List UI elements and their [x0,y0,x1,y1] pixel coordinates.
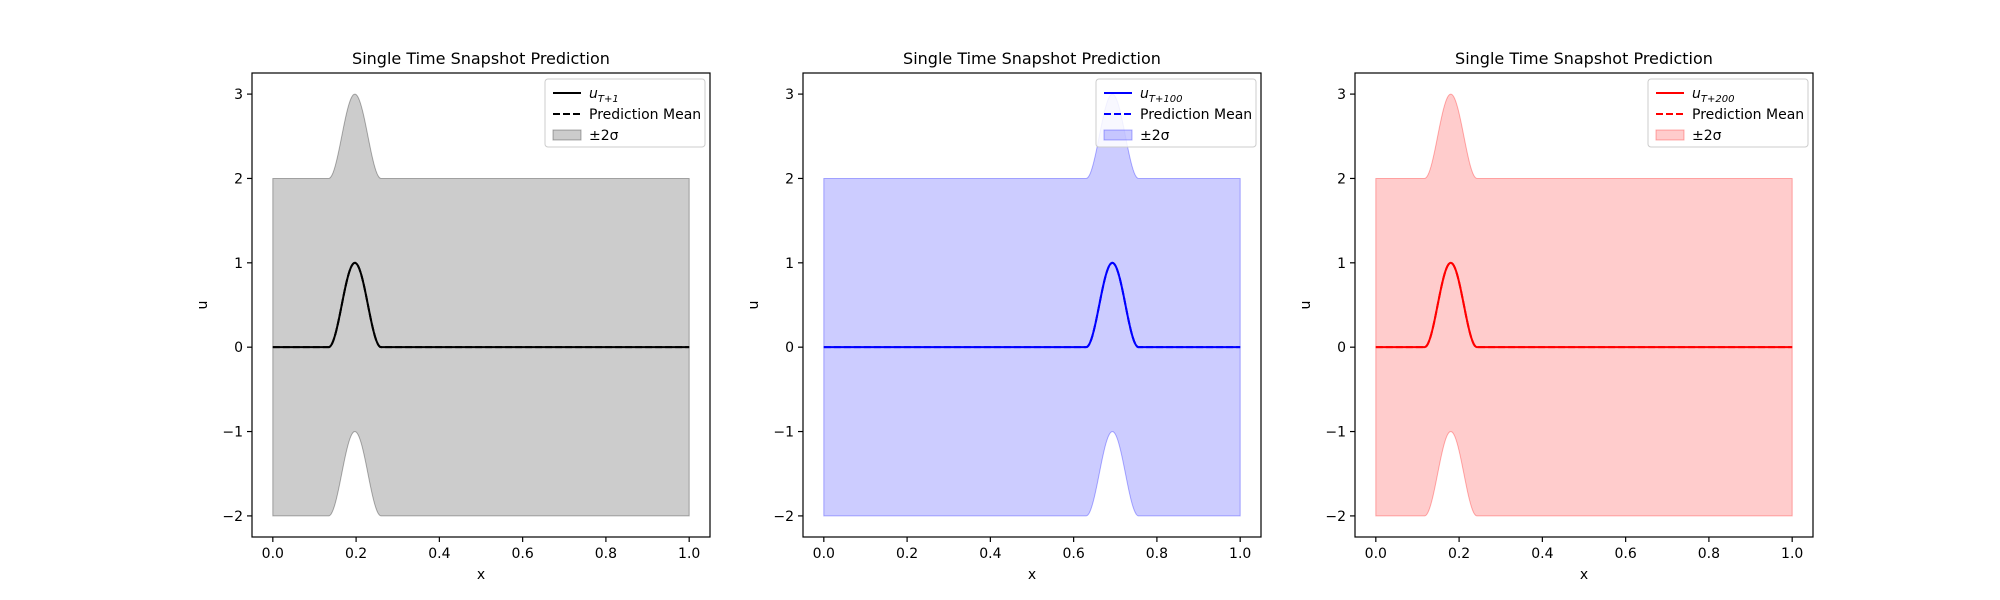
legend-mean-label: Prediction Mean [1140,107,1252,123]
x-tick-label: 0.0 [813,546,835,562]
x-tick-label: 0.2 [896,546,918,562]
x-tick-label: 0.8 [595,546,617,562]
y-tick-label: −1 [773,425,794,441]
y-axis-label: u [195,301,211,310]
uncertainty-band [1375,93,1793,517]
legend-frame [1095,78,1257,148]
y-axis-label: u [1298,301,1314,310]
x-tick-label: 0.8 [1698,546,1720,562]
y-tick-label: 0 [1337,340,1346,356]
legend-truth-subscript: T+100 [1149,94,1183,105]
legend-band-swatch [1103,129,1133,141]
y-tick-label: 2 [1337,171,1346,187]
chart-title: Single Time Snapshot Prediction [903,49,1161,68]
x-tick-label: 0.6 [1615,546,1637,562]
y-axis-label: u [746,301,762,310]
y-tick-label: 1 [785,256,794,272]
y-tick-label: 2 [234,171,243,187]
y-tick-label: 0 [234,340,243,356]
y-tick-label: 0 [785,340,794,356]
y-tick-label: 2 [785,171,794,187]
legend-truth-subscript: T+200 [1701,94,1735,105]
x-tick-label: 0.2 [1448,546,1470,562]
legend-frame [544,78,706,148]
subplot-2: 0.0 0.2 0.4 0.6 0.8 1.0 −2 −1 0 1 2 3 Single Time Sn… [746,49,1262,583]
legend-band-label: ±2σ [589,128,619,144]
x-tick-label: 0.2 [345,546,367,562]
y-tick-label: −2 [773,509,794,525]
y-tick-label: 1 [1337,256,1346,272]
x-tick-label: 0.4 [428,546,450,562]
chart-title: Single Time Snapshot Prediction [1455,49,1713,68]
x-tick-label: 0.4 [1531,546,1553,562]
subplot-3: 0.0 0.2 0.4 0.6 0.8 1.0 −2 −1 0 1 2 3 Single Time Sn… [1298,49,1814,583]
x-axis-label: x [477,567,485,583]
y-tick-label: 3 [785,87,794,103]
legend-band-label: ±2σ [1692,128,1722,144]
y-tick-label: 1 [234,256,243,272]
x-tick-label: 0.0 [1365,546,1387,562]
prediction-mean-line [823,261,1241,349]
x-tick-label: 0.6 [1063,546,1085,562]
x-tick-label: 1.0 [1781,546,1803,562]
legend-frame [1647,78,1809,148]
prediction-mean-line [272,261,690,349]
x-tick-label: 0.0 [262,546,284,562]
y-tick-label: 3 [1337,87,1346,103]
axes-frame [251,72,711,538]
subplot-1: 0.0 0.2 0.4 0.6 0.8 1.0 −2 −1 0 1 2 3 Single Time Sn… [195,49,711,583]
x-tick-label: 0.4 [979,546,1001,562]
x-axis-label: x [1028,567,1036,583]
x-tick-label: 1.0 [1229,546,1251,562]
y-tick-label: −2 [222,509,243,525]
axes-frame [1354,72,1814,538]
y-tick-label: −1 [1325,425,1346,441]
uncertainty-band [272,93,690,517]
x-tick-label: 1.0 [678,546,700,562]
legend-mean-label: Prediction Mean [589,107,701,123]
legend-band-swatch [1655,129,1685,141]
x-tick-label: 0.6 [512,546,534,562]
x-axis-label: x [1580,567,1588,583]
legend-band-label: ±2σ [1140,128,1170,144]
y-tick-label: −1 [222,425,243,441]
chart-title: Single Time Snapshot Prediction [352,49,610,68]
legend-band-swatch [552,129,582,141]
uncertainty-band [823,93,1241,517]
prediction-mean-line [1375,261,1793,349]
axes-frame [802,72,1262,538]
legend-truth-subscript: T+1 [598,94,619,105]
y-tick-label: 3 [234,87,243,103]
y-tick-label: −2 [1325,509,1346,525]
x-tick-label: 0.8 [1146,546,1168,562]
legend-mean-label: Prediction Mean [1692,107,1804,123]
